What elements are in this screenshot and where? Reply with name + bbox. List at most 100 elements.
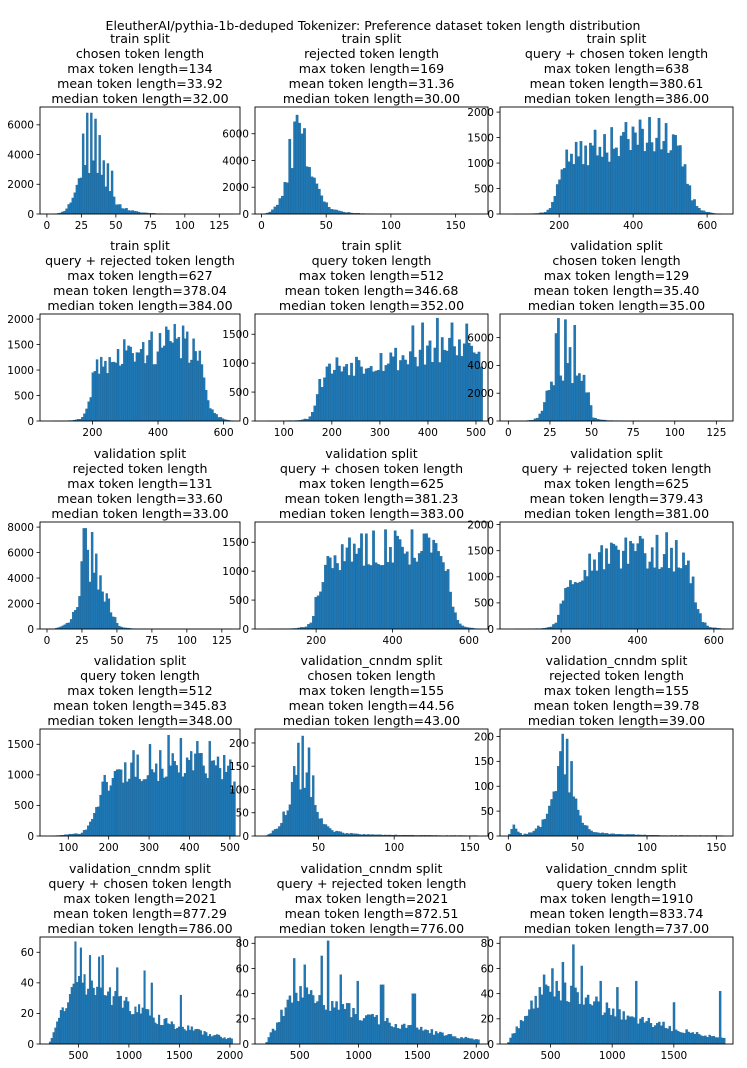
histogram-bar (362, 373, 366, 422)
histogram-bar (561, 733, 564, 837)
histogram-bar (58, 1017, 61, 1045)
histogram-bar (295, 992, 298, 1045)
histogram-bar (54, 1027, 57, 1045)
histogram-bar (114, 362, 118, 422)
x-tick-label: 100 (665, 427, 685, 439)
histogram-bar (345, 364, 349, 422)
histogram-bar (210, 1036, 213, 1045)
histogram-bar (141, 1007, 144, 1045)
histogram-bar (323, 377, 327, 422)
histogram-bar (134, 776, 137, 837)
histogram-bar (70, 987, 73, 1045)
histogram-bar (411, 993, 415, 1045)
histogram-bar (384, 529, 387, 630)
histogram-bar (99, 575, 102, 630)
histogram-bar (582, 374, 586, 422)
y-tick-label: 0 (242, 416, 249, 428)
histogram-bar (671, 134, 675, 215)
histogram-bar (434, 543, 438, 630)
histogram-bar (202, 377, 206, 422)
x-tick-label: 400 (627, 635, 647, 647)
histogram-bar (420, 1026, 423, 1045)
histogram-bar (622, 132, 625, 215)
panel-title-line: chosen token length (76, 46, 204, 61)
histogram-bar (337, 365, 341, 422)
histogram-bar (455, 355, 459, 422)
histogram-bar (170, 1021, 173, 1045)
histogram-bar (87, 988, 90, 1045)
histogram-bar (515, 1026, 519, 1045)
histogram-bar (208, 1034, 212, 1045)
histogram-bar (352, 543, 356, 630)
histogram-bar (646, 568, 649, 630)
histogram-bar (612, 543, 616, 630)
histogram-bar (609, 542, 613, 630)
histogram-bar (377, 369, 380, 422)
histogram-bar (298, 122, 301, 215)
histogram-bar (299, 986, 302, 1045)
histogram-bar (174, 1029, 177, 1045)
histogram-bar (322, 201, 326, 215)
histogram-bar (81, 982, 84, 1045)
histogram-bar (196, 1028, 199, 1045)
histogram-bar (528, 832, 531, 837)
histogram-bar (307, 747, 311, 837)
y-tick-label: 150 (229, 761, 249, 773)
axes-frame (499, 313, 734, 422)
axes-frame (254, 728, 489, 837)
histogram-bar (447, 1034, 451, 1045)
histogram-bar (444, 570, 448, 630)
histogram-bar (212, 1035, 215, 1045)
x-tick-label: 25 (75, 220, 88, 232)
histogram-bar (605, 548, 608, 630)
histogram-bar (556, 766, 560, 837)
histogram-bar (579, 815, 582, 837)
panel-title-line: max token length=2021 (295, 891, 448, 906)
histogram-bar (568, 792, 571, 837)
x-tick-label: 150 (706, 842, 726, 854)
histogram-bar (369, 366, 373, 422)
histogram-bar (324, 564, 327, 630)
histogram-bar (635, 980, 638, 1045)
x-tick-label: 600 (697, 220, 717, 232)
histogram-bar (433, 347, 437, 422)
histogram-bar (643, 151, 647, 215)
histogram-bar (552, 624, 555, 630)
histogram-bar (570, 153, 573, 215)
y-tick-label: 8000 (7, 522, 34, 534)
histogram-bar (140, 781, 143, 837)
histogram-bar (591, 1005, 594, 1045)
axes-frame (499, 521, 734, 630)
histogram-bar (561, 380, 565, 422)
histogram-bar (382, 370, 385, 422)
histogram-bar (645, 142, 649, 215)
histogram-bar (637, 1023, 640, 1045)
histogram-bar (552, 791, 556, 837)
panel-title-line: validation split (94, 653, 187, 668)
histogram-bar (574, 987, 577, 1045)
histogram-bar (315, 394, 319, 422)
histogram-bar (458, 339, 461, 422)
x-tick-label: 500 (68, 1050, 88, 1062)
histogram-bar (614, 545, 618, 630)
histogram-bar (163, 777, 166, 837)
panel-title-line: max token length=2021 (63, 891, 216, 906)
histogram-bar (362, 565, 366, 630)
histogram-bar (417, 1029, 421, 1045)
histogram-bar (690, 200, 694, 215)
x-tick-label: 600 (459, 635, 479, 647)
histogram-bar (177, 337, 181, 422)
histogram-bar (381, 984, 385, 1045)
x-tick-label: 25 (543, 427, 556, 439)
histogram-bar (109, 785, 113, 837)
histogram-bar (136, 754, 139, 837)
histogram-bar (572, 164, 576, 215)
histogram-bar (305, 987, 309, 1045)
y-tick-label: 0 (27, 416, 34, 428)
histogram-bar (110, 1004, 113, 1045)
panel-title-line: max token length=627 (67, 268, 212, 283)
panel-title-line: train split (110, 31, 170, 46)
histogram-bar (634, 551, 637, 630)
histogram-bar (107, 598, 111, 630)
histogram-bar (559, 1000, 563, 1045)
